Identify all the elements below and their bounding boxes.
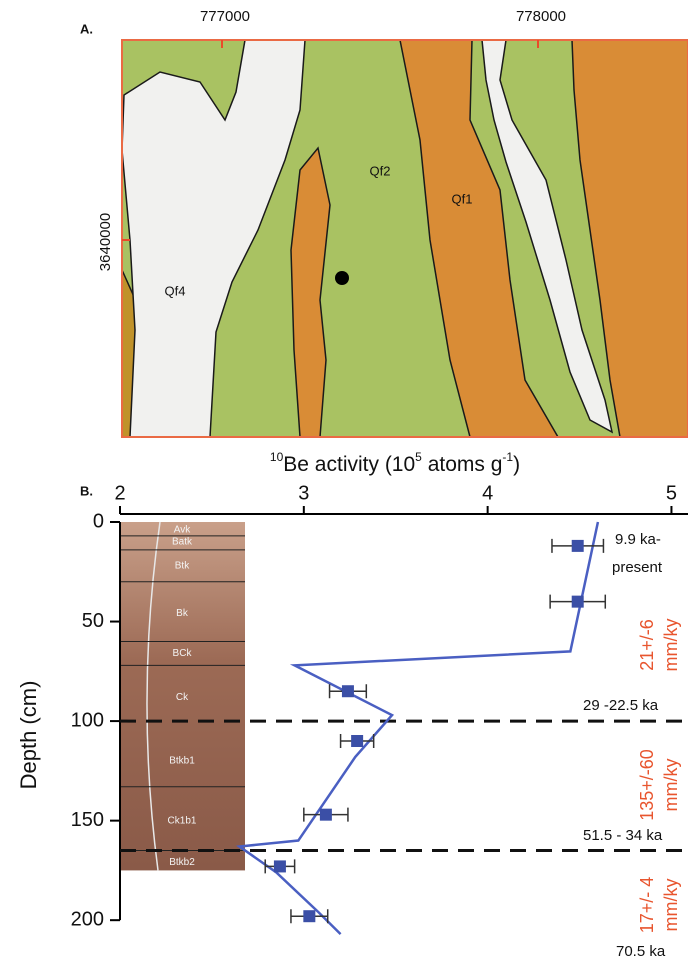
rate-label: 17+/- 4 bbox=[637, 877, 657, 934]
panel-label: A. bbox=[80, 21, 93, 36]
y-tick-label: 100 bbox=[71, 709, 104, 731]
x-axis-title-part: atoms g bbox=[422, 453, 503, 476]
data-point bbox=[274, 860, 286, 872]
horizon-label: BCk bbox=[173, 648, 193, 659]
unit-label: Qf1 bbox=[452, 191, 473, 206]
y-tick-label: 200 bbox=[71, 908, 104, 930]
x-axis-title-part: -1 bbox=[502, 450, 513, 464]
x-tick-label: 3 bbox=[298, 482, 309, 504]
x-tick-label: 4 bbox=[482, 482, 493, 504]
rate-label: mm/ky bbox=[661, 619, 681, 672]
x-tick-label: 5 bbox=[666, 482, 677, 504]
horizon-label: Bk bbox=[176, 608, 189, 619]
y-axis-title: Depth (cm) bbox=[16, 681, 41, 790]
map-x-tick-label: 778000 bbox=[516, 8, 566, 25]
horizon-label: Ck1b1 bbox=[168, 815, 197, 826]
unit-label: Qf4 bbox=[165, 283, 186, 298]
data-point bbox=[320, 809, 332, 821]
rate-label: 21+/-6 bbox=[637, 619, 657, 671]
age-label: present bbox=[612, 559, 663, 576]
map-x-tick-label: 777000 bbox=[200, 8, 250, 25]
data-point bbox=[572, 540, 584, 552]
sample-site bbox=[335, 271, 349, 285]
y-tick-label: 50 bbox=[82, 610, 104, 632]
x-axis-title: 10Be activity (105 atoms g-1) bbox=[270, 450, 520, 475]
unit-label: Qf2 bbox=[370, 163, 391, 178]
map-y-tick-label: 3640000 bbox=[97, 213, 114, 271]
age-label: 70.5 ka bbox=[616, 943, 666, 960]
x-axis-title-part: Be activity (10 bbox=[283, 453, 415, 476]
horizon-label: Avk bbox=[174, 525, 191, 536]
rate-label: 135+/-60 bbox=[637, 749, 657, 821]
horizon-label: Btkb1 bbox=[169, 756, 195, 767]
figure: A. 777000 778000 3640000 Qf4 Qf2 Qf1 10B… bbox=[0, 0, 688, 965]
horizon-label: Batk bbox=[172, 537, 193, 548]
x-axis-title-part: ) bbox=[513, 453, 520, 476]
age-label: 9.9 ka- bbox=[615, 531, 661, 548]
data-point bbox=[342, 685, 354, 697]
y-tick-label: 0 bbox=[93, 510, 104, 532]
y-tick-label: 150 bbox=[71, 809, 104, 831]
horizon-label: Btkb2 bbox=[169, 857, 195, 868]
age-label: 29 -22.5 ka bbox=[583, 697, 659, 714]
data-point bbox=[572, 596, 584, 608]
x-axis-title-part: 10 bbox=[270, 450, 284, 464]
x-tick-label: 2 bbox=[114, 482, 125, 504]
rate-label: mm/ky bbox=[661, 759, 681, 812]
map: A. 777000 778000 3640000 Qf4 Qf2 Qf1 bbox=[80, 8, 688, 437]
data-point bbox=[351, 735, 363, 747]
model-curve bbox=[239, 522, 597, 934]
age-label: 51.5 - 34 ka bbox=[583, 827, 663, 844]
data-point bbox=[303, 910, 315, 922]
horizon-label: Btk bbox=[175, 560, 190, 571]
panel-label: B. bbox=[80, 483, 93, 498]
horizon-label: Ck bbox=[176, 692, 189, 703]
rate-label: mm/ky bbox=[661, 879, 681, 932]
